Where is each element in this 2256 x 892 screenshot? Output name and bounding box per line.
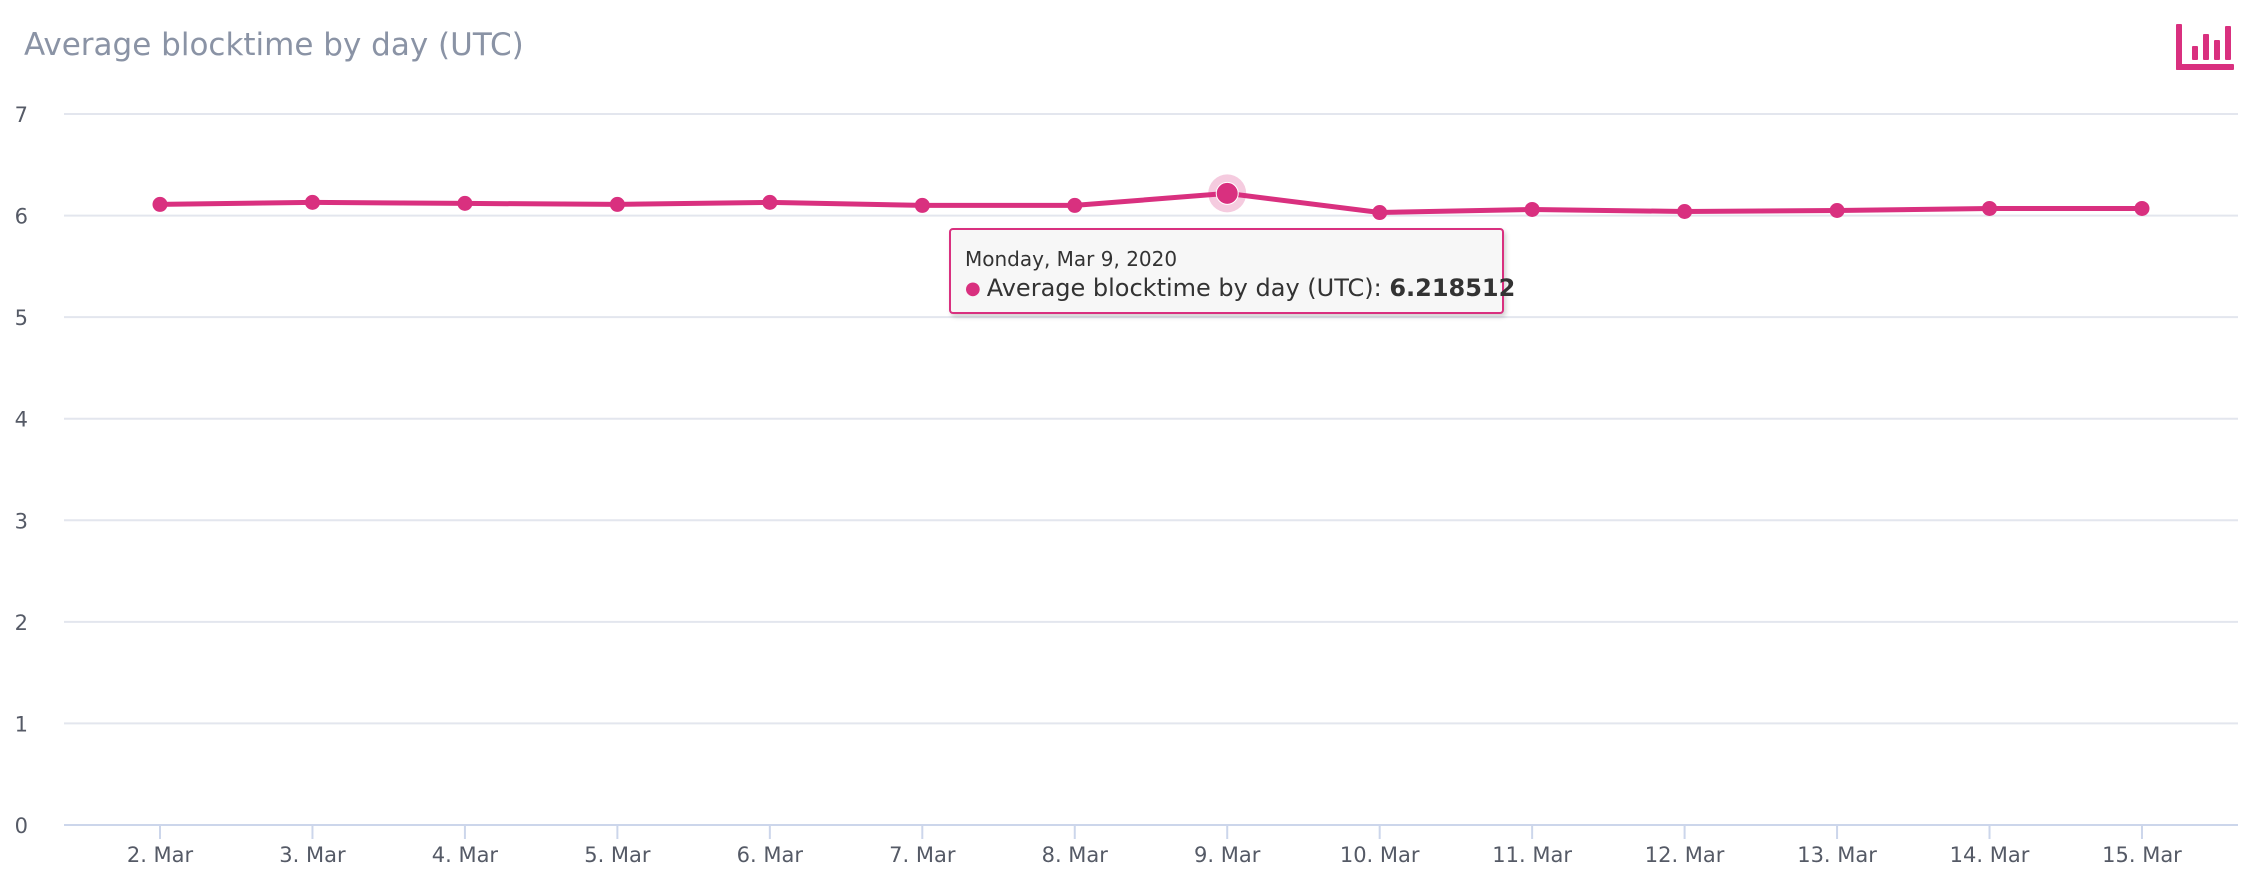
tooltip-value: 6.218512 (1389, 274, 1516, 302)
data-point-11 (1829, 202, 1845, 218)
y-tick-label-5: 5 (15, 306, 28, 330)
x-tick-label-3: 5. Mar (584, 843, 651, 867)
data-point-9 (1524, 201, 1540, 217)
data-point-8 (1372, 205, 1388, 221)
series-average-blocktime (152, 174, 2150, 221)
x-tick-label-0: 2. Mar (127, 843, 194, 867)
x-tick-label-8: 10. Mar (1340, 843, 1420, 867)
x-tick-label-11: 13. Mar (1797, 843, 1877, 867)
tooltip: Monday, Mar 9, 2020 ● Average blocktime b… (949, 228, 1515, 314)
data-point-2 (457, 195, 473, 211)
data-point-7 (1215, 181, 1239, 205)
tooltip-date: Monday, Mar 9, 2020 (965, 247, 1178, 271)
tooltip-series-label: Average blocktime by day (UTC): (986, 274, 1382, 302)
x-axis-labels: 2. Mar 3. Mar 4. Mar 5. Mar 6. Mar 7. Mar 8. M… (127, 843, 2182, 867)
y-tick-label-4: 4 (15, 408, 28, 432)
x-tick-label-2: 4. Mar (432, 843, 499, 867)
series-line-0 (157, 190, 2145, 215)
data-point-1 (304, 194, 320, 210)
data-point-12 (1982, 200, 1998, 216)
y-tick-label-1: 1 (15, 712, 28, 736)
grid-lines (64, 113, 2238, 725)
x-tick-label-6: 8. Mar (1042, 843, 1109, 867)
data-point-4 (762, 194, 778, 210)
x-tick-label-7: 9. Mar (1194, 843, 1261, 867)
data-point-0 (152, 196, 168, 212)
data-point-3 (609, 196, 625, 212)
chart-menu-button[interactable] (2168, 20, 2240, 74)
x-tick-label-12: 14. Mar (1950, 843, 2030, 867)
chart-menu-icon (2176, 24, 2234, 70)
x-tick-label-10: 12. Mar (1645, 843, 1725, 867)
tooltip-series-line: ● Average blocktime by day (UTC): 6.21851… (965, 274, 1515, 302)
y-tick-label-6: 6 (15, 205, 28, 229)
tooltip-series-dot: ● (965, 278, 981, 299)
data-point-5 (914, 197, 930, 213)
x-tick-label-5: 7. Mar (889, 843, 956, 867)
x-tick-label-4: 6. Mar (737, 843, 804, 867)
x-tick-label-9: 11. Mar (1492, 843, 1572, 867)
x-tick-label-1: 3. Mar (279, 843, 346, 867)
data-point-13 (2134, 200, 2150, 216)
y-tick-label-7: 7 (15, 103, 28, 127)
x-axis (64, 824, 2238, 839)
y-tick-label-2: 2 (15, 611, 28, 635)
y-axis-labels: 0 1 2 3 4 5 6 7 (15, 103, 28, 838)
data-point-6 (1067, 197, 1083, 213)
chart-title: Average blocktime by day (UTC) (24, 27, 524, 63)
y-tick-label-0: 0 (15, 814, 28, 838)
data-point-10 (1677, 204, 1693, 220)
y-tick-label-3: 3 (15, 509, 28, 533)
x-tick-label-13: 15. Mar (2102, 843, 2182, 867)
